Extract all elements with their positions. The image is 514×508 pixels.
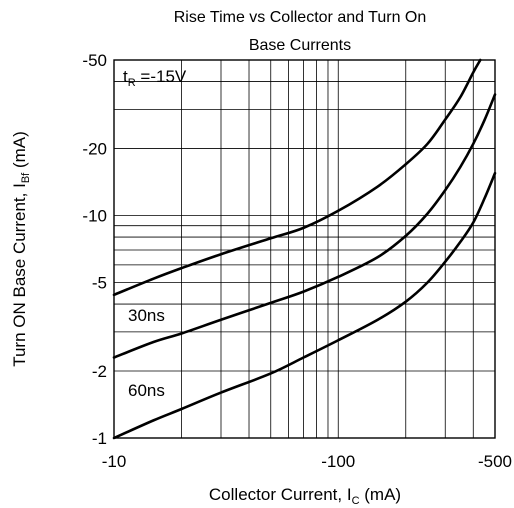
- x-tick-labels: -10 -100 -500: [102, 452, 512, 471]
- label-60ns: 60ns: [128, 381, 165, 400]
- label-30ns: 30ns: [128, 306, 165, 325]
- y-tick-labels: -1 -2 -5 -10 -20 -50: [82, 51, 107, 448]
- plot-frame: [113, 59, 496, 439]
- x-tick-label: -500: [478, 452, 512, 471]
- y-tick-label: -5: [92, 273, 107, 292]
- y-tick-label: -2: [92, 362, 107, 381]
- y-tick-label: -1: [92, 429, 107, 448]
- series-curves: [112, 58, 497, 440]
- x-tick-label: -100: [321, 452, 355, 471]
- x-tick-label: -10: [102, 452, 127, 471]
- series-line-3: [112, 171, 497, 440]
- grid: [113, 60, 496, 439]
- y-axis-label: Turn ON Base Current, IBf (mA): [10, 131, 32, 367]
- x-axis-label: Collector Current, IC (mA): [209, 485, 401, 507]
- chart-title-line-1: Rise Time vs Collector and Turn On: [174, 9, 427, 26]
- y-tick-label: -50: [82, 51, 107, 70]
- y-tick-label: -20: [82, 140, 107, 159]
- series-line-2: [112, 93, 497, 359]
- y-tick-label: -10: [82, 207, 107, 226]
- condition-annotation: tR =-15V: [123, 67, 187, 89]
- chart-title-line-2: Base Currents: [249, 37, 351, 54]
- series-line-1: [112, 58, 482, 297]
